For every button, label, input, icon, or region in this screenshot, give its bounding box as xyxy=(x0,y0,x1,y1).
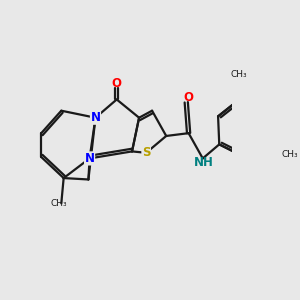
Text: S: S xyxy=(142,146,150,159)
Text: O: O xyxy=(184,91,194,104)
Text: N: N xyxy=(91,111,100,124)
Text: CH₃: CH₃ xyxy=(281,150,298,159)
Text: O: O xyxy=(112,77,122,90)
Text: CH₃: CH₃ xyxy=(51,199,67,208)
Text: NH: NH xyxy=(194,156,214,170)
Text: N: N xyxy=(85,152,94,165)
Text: CH₃: CH₃ xyxy=(231,70,247,79)
